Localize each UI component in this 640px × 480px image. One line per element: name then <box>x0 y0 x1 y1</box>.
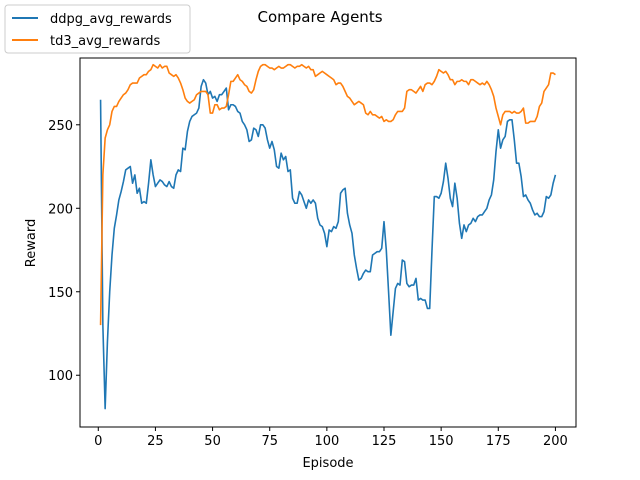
y-tick-label: 250 <box>48 119 73 134</box>
x-tick-label: 125 <box>372 434 397 449</box>
legend-label-ddpg: ddpg_avg_rewards <box>50 12 172 27</box>
legend-label-td3: td3_avg_rewards <box>50 34 161 49</box>
plot-lines <box>99 63 557 410</box>
x-axis-label: Episode <box>302 456 353 471</box>
legend-box <box>4 4 191 54</box>
x-tick-label: 150 <box>429 434 454 449</box>
x-tick-label: 0 <box>94 434 102 449</box>
y-tick-label: 100 <box>48 369 73 384</box>
y-axis-ticks: 100 150 200 250 <box>48 119 80 384</box>
x-axis-ticks: 0 25 50 75 100 125 150 175 200 <box>94 427 568 449</box>
x-tick-label: 50 <box>204 434 221 449</box>
series-line-td3-avg-rewards <box>99 63 556 326</box>
y-axis-label: Reward <box>24 219 39 267</box>
y-tick-label: 200 <box>48 202 73 217</box>
axes-frame <box>79 57 577 428</box>
x-tick-label: 200 <box>543 434 568 449</box>
legend: ddpg_avg_rewards td3_avg_rewards <box>4 4 191 54</box>
series-line-ddpg-avg-rewards <box>99 78 557 410</box>
x-tick-label: 100 <box>314 434 339 449</box>
y-tick-label: 150 <box>48 286 73 301</box>
x-tick-label: 75 <box>261 434 278 449</box>
x-tick-label: 175 <box>486 434 511 449</box>
x-tick-label: 25 <box>147 434 164 449</box>
chart-title: Compare Agents <box>257 8 382 26</box>
